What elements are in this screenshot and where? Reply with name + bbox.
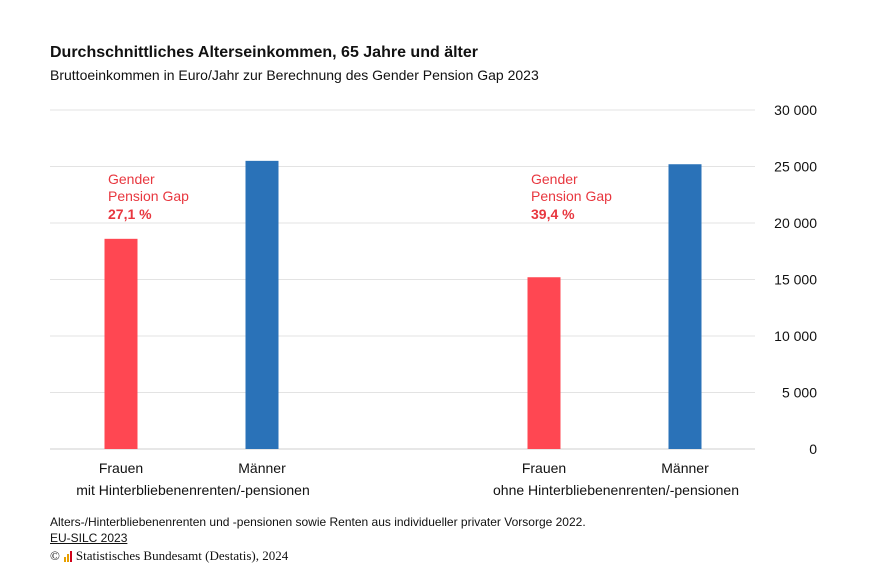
bar-chart: 0 5 000 10 000 15 000 20 000 25 000 30 000 Frau… (50, 102, 817, 498)
y-tick-label: 5 000 (782, 385, 817, 401)
y-tick-label: 10 000 (774, 328, 817, 344)
annotation-gender: Gender (108, 171, 155, 187)
x-tick-label: Frauen (522, 460, 566, 476)
chart-subtitle: Bruttoeinkommen in Euro/Jahr zur Berechn… (50, 67, 539, 83)
x-tick-label: Männer (238, 460, 286, 476)
annotation-gender: Gender (531, 171, 578, 187)
bar-maenner (245, 160, 279, 449)
annotation-gap-value: 39,4 % (531, 206, 575, 222)
footnote: Alters-/Hinterbliebenenrenten und -pensi… (50, 515, 586, 529)
annotation-gap-value: 27,1 % (108, 206, 152, 222)
destatis-logo-icon (63, 550, 72, 562)
source-link[interactable]: EU-SILC 2023 (50, 531, 128, 545)
chart-title: Durchschnittliches Alterseinkommen, 65 J… (50, 44, 478, 61)
copyright-text: Statistisches Bundesamt (Destatis), 2024 (75, 548, 289, 563)
x-tick-label: Männer (661, 460, 709, 476)
group-label: ohne Hinterbliebenenrenten/-pensionen (493, 482, 739, 498)
annotation-pension-gap: Pension Gap (108, 188, 189, 204)
copyright-symbol: © (50, 548, 60, 563)
bar-frauen (527, 277, 561, 449)
copyright-line: © Statistisches Bundesamt (Destatis), 20… (50, 548, 288, 564)
y-tick-label: 20 000 (774, 215, 817, 231)
y-tick-label: 15 000 (774, 272, 817, 288)
y-tick-label: 30 000 (774, 102, 817, 118)
bar-maenner (668, 164, 702, 450)
y-tick-label: 0 (809, 441, 817, 457)
x-tick-label: Frauen (99, 460, 143, 476)
y-tick-label: 25 000 (774, 159, 817, 175)
bar-frauen (104, 238, 138, 449)
annotation-pension-gap: Pension Gap (531, 188, 612, 204)
group-label: mit Hinterbliebenenrenten/-pensionen (76, 482, 309, 498)
